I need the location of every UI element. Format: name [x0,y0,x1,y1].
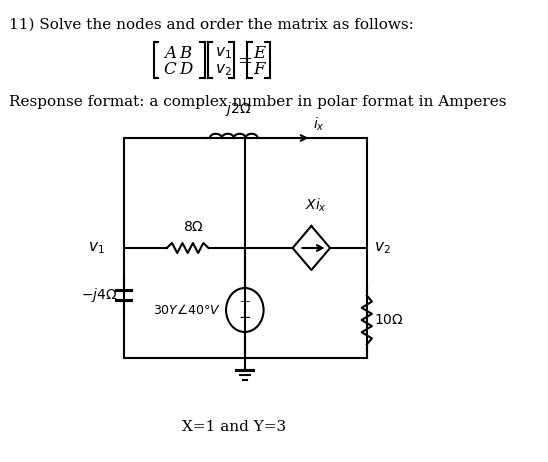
Text: $v_2$: $v_2$ [215,62,232,78]
Text: $i_x$: $i_x$ [313,116,325,133]
Text: +: + [238,295,251,309]
Text: A: A [164,44,176,61]
Text: F: F [253,61,265,79]
Text: $v_2$: $v_2$ [374,240,390,256]
Text: Response format: a complex number in polar format in Amperes: Response format: a complex number in pol… [9,95,506,109]
Text: =: = [237,53,252,71]
Text: −: − [238,311,251,325]
Text: $Xi_x$: $Xi_x$ [305,197,327,214]
Text: $8\Omega$: $8\Omega$ [184,220,204,234]
Text: X=1 and Y=3: X=1 and Y=3 [182,420,286,434]
Text: $-j4\Omega$: $-j4\Omega$ [81,286,117,304]
Text: $10\Omega$: $10\Omega$ [374,313,403,327]
Text: B: B [179,44,191,61]
Text: $30Y\angle40°V$: $30Y\angle40°V$ [153,303,221,317]
Text: C: C [164,61,176,79]
Text: 11) Solve the nodes and order the matrix as follows:: 11) Solve the nodes and order the matrix… [9,18,413,32]
Text: $v_1$: $v_1$ [88,240,105,256]
Text: $v_1$: $v_1$ [215,45,232,61]
Text: D: D [179,61,192,79]
Text: $j2\Omega$: $j2\Omega$ [225,100,252,118]
Text: E: E [253,44,265,61]
